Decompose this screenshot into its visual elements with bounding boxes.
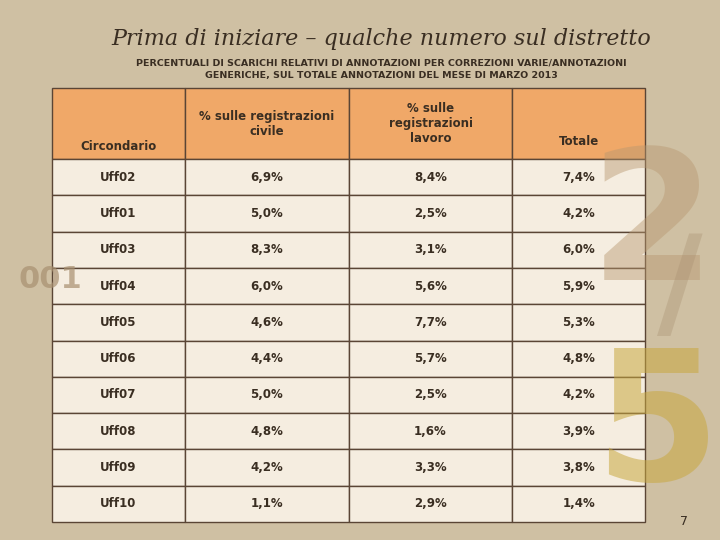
Bar: [185, 88, 348, 159]
Text: 5: 5: [595, 342, 720, 518]
Bar: [348, 304, 513, 341]
Bar: [348, 195, 513, 232]
Bar: [52, 268, 185, 304]
Bar: [52, 449, 185, 485]
Bar: [513, 341, 645, 377]
Text: 6,0%: 6,0%: [251, 280, 283, 293]
Bar: [52, 485, 185, 522]
Bar: [513, 449, 645, 485]
Text: 4,4%: 4,4%: [251, 352, 283, 365]
Bar: [513, 159, 645, 195]
Bar: [348, 485, 513, 522]
Text: 4,8%: 4,8%: [562, 352, 595, 365]
Text: 5,3%: 5,3%: [562, 316, 595, 329]
Text: Uff01: Uff01: [100, 207, 137, 220]
Text: 5,9%: 5,9%: [562, 280, 595, 293]
Bar: [513, 88, 645, 159]
Text: 5,0%: 5,0%: [251, 388, 283, 401]
Bar: [185, 232, 348, 268]
Bar: [185, 377, 348, 413]
Bar: [185, 341, 348, 377]
Text: 001: 001: [18, 266, 82, 294]
Text: Uff08: Uff08: [100, 425, 137, 438]
Text: GENERICHE, SUL TOTALE ANNOTAZIONI DEL MESE DI MARZO 2013: GENERICHE, SUL TOTALE ANNOTAZIONI DEL ME…: [205, 71, 558, 80]
Bar: [52, 341, 185, 377]
Text: 4,6%: 4,6%: [251, 316, 283, 329]
Text: Uff03: Uff03: [100, 243, 137, 256]
Text: Uff06: Uff06: [100, 352, 137, 365]
Text: Uff09: Uff09: [100, 461, 137, 474]
Bar: [185, 449, 348, 485]
Text: 3,3%: 3,3%: [414, 461, 447, 474]
Text: Uff07: Uff07: [100, 388, 137, 401]
Bar: [185, 485, 348, 522]
Bar: [52, 88, 185, 159]
Bar: [52, 232, 185, 268]
Text: 8,3%: 8,3%: [251, 243, 283, 256]
Text: 6,0%: 6,0%: [562, 243, 595, 256]
Bar: [185, 159, 348, 195]
Bar: [513, 485, 645, 522]
Bar: [185, 268, 348, 304]
Bar: [348, 341, 513, 377]
Bar: [52, 377, 185, 413]
Text: 7,4%: 7,4%: [562, 171, 595, 184]
Text: 2: 2: [590, 142, 715, 318]
Bar: [348, 232, 513, 268]
Text: Prima di iniziare – qualche numero sul distretto: Prima di iniziare – qualche numero sul d…: [112, 28, 652, 50]
Text: Circondario: Circondario: [81, 140, 156, 153]
Bar: [348, 413, 513, 449]
Text: 1,6%: 1,6%: [414, 425, 447, 438]
Bar: [185, 304, 348, 341]
Text: 5,0%: 5,0%: [251, 207, 283, 220]
Text: 8,4%: 8,4%: [414, 171, 447, 184]
Text: 2,9%: 2,9%: [414, 497, 447, 510]
Bar: [52, 304, 185, 341]
Text: % sulle registrazioni
civile: % sulle registrazioni civile: [199, 110, 334, 138]
Text: % sulle
registrazioni
lavoro: % sulle registrazioni lavoro: [389, 102, 472, 145]
Text: 3,8%: 3,8%: [562, 461, 595, 474]
Text: 3,9%: 3,9%: [562, 425, 595, 438]
Text: /: /: [657, 230, 703, 350]
Bar: [185, 413, 348, 449]
Text: 1,1%: 1,1%: [251, 497, 283, 510]
Text: 3,1%: 3,1%: [414, 243, 447, 256]
Text: 4,8%: 4,8%: [251, 425, 283, 438]
Bar: [52, 195, 185, 232]
Text: Uff05: Uff05: [100, 316, 137, 329]
Text: 7,7%: 7,7%: [414, 316, 447, 329]
Text: Uff04: Uff04: [100, 280, 137, 293]
Text: 1,4%: 1,4%: [562, 497, 595, 510]
Text: Totale: Totale: [559, 135, 599, 148]
Text: Uff02: Uff02: [100, 171, 137, 184]
Bar: [513, 268, 645, 304]
Bar: [348, 159, 513, 195]
Bar: [513, 232, 645, 268]
Text: Uff10: Uff10: [100, 497, 137, 510]
Text: 5,6%: 5,6%: [414, 280, 447, 293]
Text: 4,2%: 4,2%: [251, 461, 283, 474]
Bar: [52, 413, 185, 449]
Bar: [513, 195, 645, 232]
Bar: [348, 449, 513, 485]
Bar: [348, 377, 513, 413]
Text: 2,5%: 2,5%: [414, 207, 447, 220]
Bar: [513, 413, 645, 449]
Text: 4,2%: 4,2%: [562, 207, 595, 220]
Text: 5,7%: 5,7%: [414, 352, 447, 365]
Bar: [185, 195, 348, 232]
Text: PERCENTUALI DI SCARICHI RELATIVI DI ANNOTAZIONI PER CORREZIONI VARIE/ANNOTAZIONI: PERCENTUALI DI SCARICHI RELATIVI DI ANNO…: [136, 58, 627, 67]
Bar: [513, 304, 645, 341]
Text: 2,5%: 2,5%: [414, 388, 447, 401]
Bar: [513, 377, 645, 413]
Text: 4,2%: 4,2%: [562, 388, 595, 401]
Bar: [52, 159, 185, 195]
Text: 7: 7: [680, 515, 688, 528]
Text: 6,9%: 6,9%: [251, 171, 283, 184]
Bar: [348, 88, 513, 159]
Bar: [348, 268, 513, 304]
